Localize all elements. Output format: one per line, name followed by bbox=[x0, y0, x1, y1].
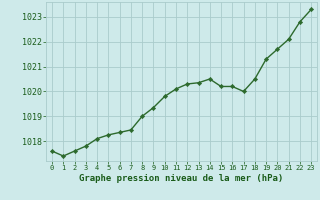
X-axis label: Graphe pression niveau de la mer (hPa): Graphe pression niveau de la mer (hPa) bbox=[79, 174, 284, 183]
